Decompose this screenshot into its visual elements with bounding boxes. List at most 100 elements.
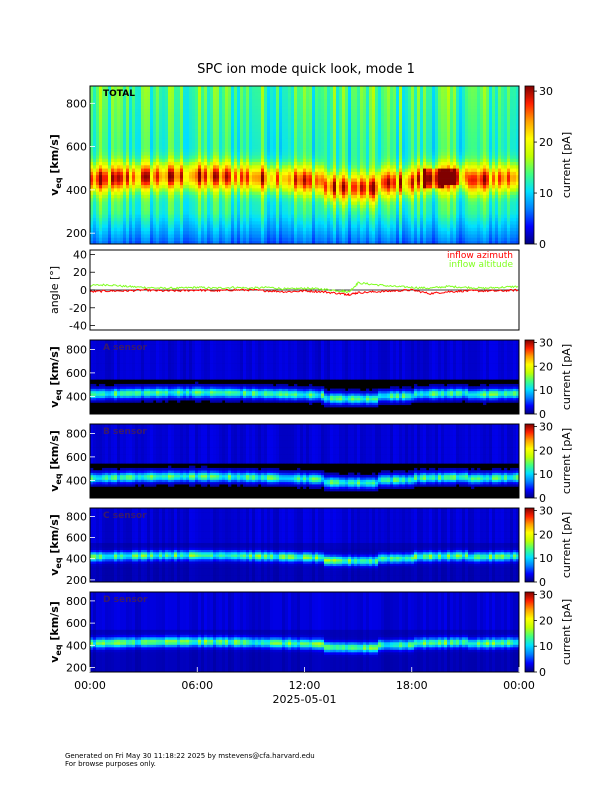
heatmap-cell <box>180 135 183 139</box>
heatmap-cell <box>189 152 192 156</box>
heatmap-cell <box>126 155 129 159</box>
heatmap-cell <box>339 168 342 172</box>
heatmap-cell <box>315 175 318 179</box>
heatmap-cell <box>189 201 192 205</box>
heatmap-cell <box>168 149 171 153</box>
heatmap-cell <box>324 102 327 106</box>
heatmap-cell <box>234 106 237 110</box>
heatmap-cell <box>282 162 285 166</box>
heatmap-cell <box>387 158 390 162</box>
heatmap-cell <box>246 228 249 232</box>
heatmap-cell <box>102 145 105 149</box>
heatmap-cell <box>183 142 186 146</box>
heatmap-cell <box>315 132 318 136</box>
heatmap-cell <box>99 191 102 195</box>
heatmap-cell <box>309 119 312 123</box>
heatmap-cell <box>105 201 108 205</box>
heatmap-cell <box>222 145 225 149</box>
heatmap-cell <box>138 129 141 133</box>
heatmap-cell <box>348 93 351 97</box>
heatmap-cell <box>228 132 231 136</box>
heatmap-cell <box>195 185 198 189</box>
heatmap-cell <box>252 172 255 176</box>
heatmap-cell <box>327 201 330 205</box>
heatmap-cell <box>159 181 162 185</box>
heatmap-cell <box>192 237 195 241</box>
heatmap-cell <box>201 112 204 116</box>
heatmap-cell <box>138 116 141 120</box>
heatmap-cell <box>156 112 159 116</box>
heatmap-cell <box>177 185 180 189</box>
heatmap-cell <box>192 135 195 139</box>
heatmap-cell <box>132 162 135 166</box>
heatmap-cell <box>261 191 264 195</box>
heatmap-cell <box>375 198 378 202</box>
heatmap-cell <box>318 119 321 123</box>
heatmap-cell <box>399 93 402 97</box>
heatmap-cell <box>189 168 192 172</box>
heatmap-cell <box>327 228 330 232</box>
heatmap-cell <box>180 178 183 182</box>
heatmap-cell <box>240 175 243 179</box>
heatmap-cell <box>168 158 171 162</box>
heatmap-cell <box>261 89 264 93</box>
heatmap-cell <box>132 221 135 225</box>
heatmap-cell <box>360 86 363 90</box>
heatmap-cell <box>156 93 159 97</box>
heatmap-cell <box>351 162 354 166</box>
heatmap-cell <box>303 109 306 113</box>
heatmap-cell <box>165 198 168 202</box>
heatmap-cell <box>213 122 216 126</box>
heatmap-cell <box>195 237 198 241</box>
heatmap-cell <box>135 162 138 166</box>
heatmap-cell <box>279 122 282 126</box>
heatmap-cell <box>225 96 228 100</box>
heatmap-cell <box>357 109 360 113</box>
heatmap-cell <box>363 126 366 130</box>
heatmap-cell <box>243 181 246 185</box>
heatmap-cell <box>237 198 240 202</box>
heatmap-cell <box>204 122 207 126</box>
heatmap-cell <box>261 198 264 202</box>
heatmap-cell <box>399 162 402 166</box>
heatmap-cell <box>285 185 288 189</box>
heatmap-cell <box>312 126 315 130</box>
heatmap-cell <box>339 149 342 153</box>
heatmap-cell <box>171 142 174 146</box>
heatmap-cell <box>195 218 198 222</box>
heatmap-cell <box>150 86 153 90</box>
heatmap-cell <box>384 178 387 182</box>
heatmap-cell <box>231 132 234 136</box>
heatmap-cell <box>156 122 159 126</box>
heatmap-cell <box>183 231 186 235</box>
heatmap-cell <box>300 208 303 212</box>
heatmap-cell <box>285 112 288 116</box>
heatmap-cell <box>219 142 222 146</box>
heatmap-cell <box>378 158 381 162</box>
heatmap-cell <box>285 135 288 139</box>
heatmap-cell <box>132 106 135 110</box>
heatmap-cell <box>204 99 207 103</box>
heatmap-cell <box>153 168 156 172</box>
heatmap-cell <box>345 93 348 97</box>
heatmap-cell <box>267 188 270 192</box>
heatmap-cell <box>102 228 105 232</box>
heatmap-cell <box>168 135 171 139</box>
heatmap-cell <box>207 102 210 106</box>
heatmap-cell <box>192 231 195 235</box>
heatmap-cell <box>324 168 327 172</box>
heatmap-cell <box>360 96 363 100</box>
heatmap-cell <box>309 139 312 143</box>
heatmap-cell <box>366 149 369 153</box>
heatmap-cell <box>180 172 183 176</box>
heatmap-cell <box>99 152 102 156</box>
heatmap-cell <box>255 132 258 136</box>
heatmap-cell <box>219 211 222 215</box>
heatmap-cell <box>348 145 351 149</box>
heatmap-cell <box>303 135 306 139</box>
heatmap-cell <box>120 211 123 215</box>
heatmap-cell <box>372 168 375 172</box>
heatmap-cell <box>381 178 384 182</box>
heatmap-cell <box>120 99 123 103</box>
heatmap-cell <box>309 188 312 192</box>
